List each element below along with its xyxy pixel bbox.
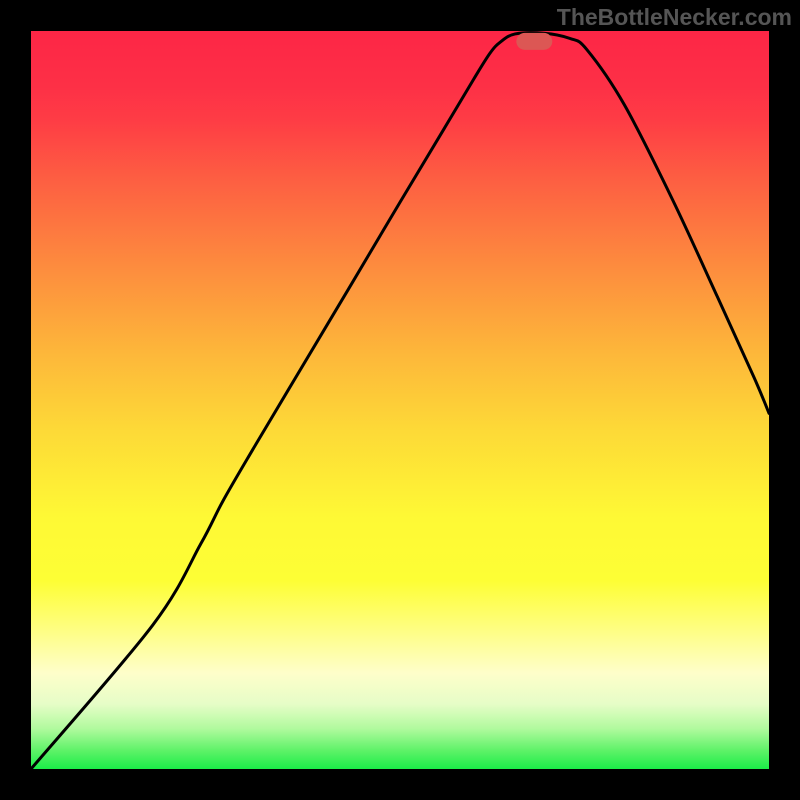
bottleneck-marker	[516, 33, 552, 50]
figure-root: TheBottleNecker.com	[0, 0, 800, 800]
bottleneck-chart	[0, 0, 800, 800]
plot-area	[31, 31, 769, 769]
outer-frame	[0, 0, 800, 800]
watermark-text: TheBottleNecker.com	[557, 4, 792, 31]
bottleneck-curve	[31, 33, 769, 769]
